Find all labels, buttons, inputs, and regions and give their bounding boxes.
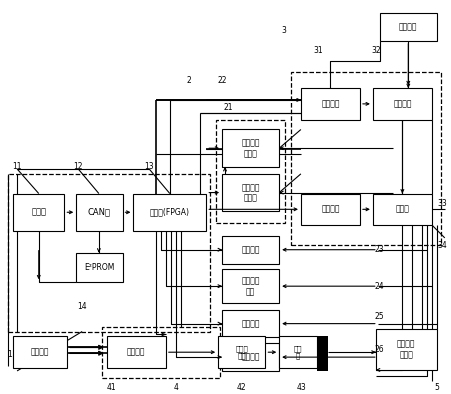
Text: 32: 32 — [370, 46, 380, 55]
Text: 转子位置
测量: 转子位置 测量 — [241, 277, 259, 296]
Text: 41: 41 — [106, 383, 116, 392]
Bar — [372, 193, 431, 225]
Bar — [279, 336, 316, 368]
Bar — [221, 310, 279, 337]
Text: 21: 21 — [223, 103, 232, 112]
Text: 逆变器: 逆变器 — [395, 205, 409, 214]
Text: 23: 23 — [374, 245, 384, 254]
Bar — [8, 174, 210, 331]
Text: 1: 1 — [7, 350, 12, 359]
Text: 扭矩测量: 扭矩测量 — [241, 319, 259, 328]
Bar — [216, 120, 285, 223]
Text: 13: 13 — [144, 162, 154, 171]
Text: 直流电源: 直流电源 — [398, 22, 417, 32]
Bar — [221, 236, 279, 264]
Text: 噪声测量: 噪声测量 — [241, 353, 259, 362]
Bar — [76, 253, 122, 282]
Bar — [106, 336, 166, 368]
Text: 4: 4 — [173, 383, 178, 392]
Text: 交流电源: 交流电源 — [31, 348, 50, 357]
Text: 26: 26 — [374, 345, 384, 354]
Text: 联轴
器: 联轴 器 — [293, 345, 302, 359]
Bar — [101, 327, 220, 378]
Text: 电压、电
流测量: 电压、电 流测量 — [241, 139, 259, 158]
Text: 33: 33 — [436, 199, 446, 208]
Text: 直流调压: 直流调压 — [392, 99, 411, 108]
Bar — [221, 174, 279, 211]
Text: E²PROM: E²PROM — [84, 263, 114, 272]
Text: 温度、故
障检测: 温度、故 障检测 — [241, 183, 259, 202]
Text: 永磁同步
电动机: 永磁同步 电动机 — [396, 340, 414, 359]
Text: 31: 31 — [313, 46, 323, 55]
Bar — [290, 72, 440, 245]
Bar — [133, 193, 206, 231]
Text: 34: 34 — [436, 241, 446, 250]
Text: 电流测量: 电流测量 — [241, 245, 259, 254]
Bar — [221, 269, 279, 303]
Text: 负载电
动机: 负载电 动机 — [235, 345, 248, 359]
Bar — [375, 329, 436, 370]
Text: 11: 11 — [12, 162, 22, 171]
Text: 42: 42 — [236, 383, 246, 392]
Text: 14: 14 — [77, 302, 87, 311]
Text: 25: 25 — [374, 312, 384, 321]
Text: 43: 43 — [296, 383, 306, 392]
Bar — [76, 193, 122, 231]
Bar — [221, 130, 279, 167]
Text: 24: 24 — [374, 282, 384, 291]
Bar — [300, 193, 359, 225]
Bar — [218, 336, 265, 368]
Text: 隔离驱动: 隔离驱动 — [321, 205, 339, 214]
Text: 2: 2 — [186, 76, 190, 85]
Bar — [13, 193, 64, 231]
Text: 22: 22 — [217, 76, 226, 85]
Bar — [316, 336, 328, 371]
Text: 隔离驱动: 隔离驱动 — [321, 99, 339, 108]
Bar — [372, 88, 431, 120]
Text: 12: 12 — [73, 162, 83, 171]
Text: 变频调速: 变频调速 — [127, 348, 145, 357]
Text: 5: 5 — [433, 383, 438, 392]
Text: 3: 3 — [281, 26, 286, 35]
Bar — [300, 88, 359, 120]
Text: 控制器(FPGA): 控制器(FPGA) — [149, 208, 189, 217]
Bar — [379, 13, 436, 41]
Text: CAN卡: CAN卡 — [87, 208, 110, 217]
Bar — [13, 336, 67, 368]
Text: 计算机: 计算机 — [31, 208, 46, 217]
Bar — [221, 343, 279, 371]
